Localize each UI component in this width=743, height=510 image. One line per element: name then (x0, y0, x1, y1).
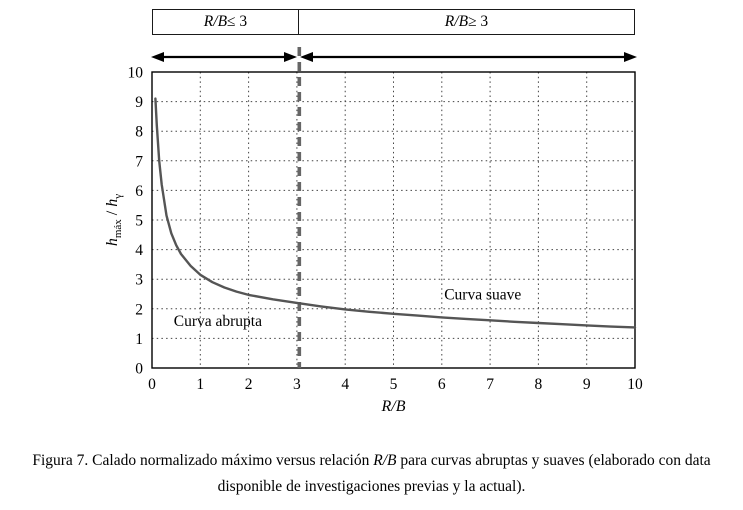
header-right-variable: R/B (444, 13, 469, 30)
caption-line-1-post: para curvas abruptas y suaves (elaborado… (396, 452, 711, 469)
y-axis-label: hmáx / hγ (104, 194, 124, 246)
plot-frame (151, 71, 636, 369)
x-tick-label: 3 (293, 376, 301, 393)
x-tick-label: 2 (245, 376, 253, 393)
x-tick-label: 7 (486, 376, 494, 393)
y-label-var-1: h (103, 238, 121, 247)
figure-caption: Figura 7. Calado normalizado máximo vers… (0, 448, 743, 500)
y-label-sub-1: máx (112, 219, 125, 239)
caption-line-1: Figura 7. Calado normalizado máximo vers… (0, 448, 743, 474)
y-tick-label: 10 (128, 65, 144, 82)
y-tick-label: 3 (135, 272, 143, 289)
curve-annotation: Curva abrupta (174, 313, 262, 330)
y-tick-label: 9 (135, 94, 143, 111)
y-tick-label: 2 (135, 301, 143, 318)
x-tick-label: 0 (148, 376, 156, 393)
y-tick-label: 7 (135, 153, 143, 170)
caption-line-1-variable: R/B (373, 452, 397, 469)
header-right-relation: ≥ 3 (468, 13, 489, 30)
y-tick-label: 6 (135, 183, 143, 200)
y-tick-label: 8 (135, 124, 143, 141)
header-left-relation: ≤ 3 (227, 13, 248, 30)
x-tick-label: 6 (438, 376, 446, 393)
x-tick-label: 10 (627, 376, 643, 393)
header-left-variable: R/B (203, 13, 228, 30)
x-axis-label: R/B (381, 398, 406, 415)
x-tick-label: 5 (390, 376, 398, 393)
x-tick-label: 9 (583, 376, 591, 393)
curve-annotation: Curva suave (444, 286, 521, 303)
x-tick-label: 1 (196, 376, 204, 393)
y-tick-label: 5 (135, 213, 143, 230)
y-tick-label: 1 (135, 331, 143, 348)
range-arrow-right (300, 52, 637, 62)
data-curve (154, 97, 637, 329)
header-box-left: R/B ≤ 3 (152, 9, 299, 35)
chart-svg: 0 1 2 3 4 5 6 7 8 9 10 0 1 2 3 4 5 6 7 8 9 10 Curva abrupta Cur… (128, 47, 643, 393)
x-tick-label: 8 (535, 376, 543, 393)
y-label-var-2: h (103, 198, 121, 207)
y-tick-label: 4 (135, 242, 143, 259)
caption-line-2: disponible de investigaciones previas y … (217, 478, 526, 495)
y-tick-label: 0 (135, 361, 143, 378)
header-box-right: R/B ≥ 3 (298, 9, 635, 35)
y-label-separator: / (103, 206, 121, 220)
range-arrow-left (151, 52, 297, 62)
caption-line-1-pre: Figura 7. Calado normalizado máximo vers… (32, 452, 374, 469)
y-label-sub-2: γ (112, 193, 125, 199)
x-tick-label: 4 (341, 376, 349, 393)
